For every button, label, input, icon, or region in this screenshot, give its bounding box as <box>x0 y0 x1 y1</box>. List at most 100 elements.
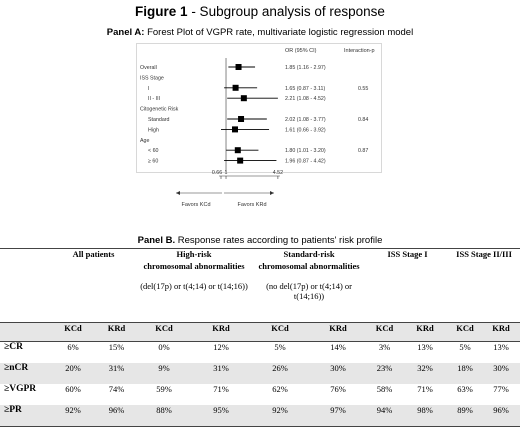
group-title: All patients <box>72 249 115 259</box>
group-title: High-risk <box>176 249 212 259</box>
arm-header-kcd: KCd <box>50 322 96 342</box>
forest-row-label: Standard <box>148 117 170 123</box>
forest-or-text: 1.96 (0.87 - 4.42) <box>285 159 326 165</box>
table-cell: 96% <box>96 405 138 427</box>
forest-or-text: 2.21 (1.08 - 4.52) <box>285 96 326 102</box>
group-header-all-patients: All patients <box>50 248 138 323</box>
arm-header-kcd: KCd <box>367 322 403 342</box>
arm-header-kcd: KCd <box>448 322 483 342</box>
forest-point-marker <box>232 126 239 133</box>
group-note: (del(17p) or t(4;14) or t(14;16)) <box>140 281 248 291</box>
favors-kcd-arrowhead <box>176 191 180 195</box>
panel-b-title-rest: Response rates according to patients' ri… <box>175 235 383 246</box>
forest-point-marker <box>237 157 244 164</box>
table-cell: 96% <box>482 405 520 427</box>
forest-point-marker <box>235 64 242 70</box>
forest-axis-tick-label: 4.52 <box>273 170 283 176</box>
arm-header-kcd: KCd <box>137 322 192 342</box>
table-cell: 12% <box>213 342 229 352</box>
group-title: ISS Stage I <box>387 249 428 259</box>
group-header-standard-risk: Standard-risk chromosomal abnormalities (n… <box>251 248 368 323</box>
forest-or-text: 2.02 (1.08 - 3.77) <box>285 117 326 123</box>
forest-row-label: ISS Stage <box>140 75 164 81</box>
row-label: ≥VGPR <box>4 384 37 394</box>
table-cell: 15% <box>108 342 125 352</box>
forest-column-or-header: OR (95% CI) <box>285 48 317 54</box>
group-title: Standard-risk <box>283 249 335 259</box>
arm-header-krd: KRd <box>191 322 252 342</box>
table-cell: 88% <box>137 405 192 427</box>
table-cell: 94% <box>367 405 403 427</box>
forest-plot-frame <box>136 43 382 173</box>
table-cell: 76% <box>330 384 346 394</box>
table-row-cr: ≥CR 6% 15% 0% 12% 5% 14% 3% 13% 5% 13% <box>0 342 520 364</box>
forest-row-label: Overall <box>140 65 157 71</box>
table-cell: 20% <box>50 363 96 384</box>
table-cell: 60% <box>65 384 81 394</box>
figure-title: Figure 1 - Subgroup analysis of response <box>0 4 520 19</box>
response-rates-table: All patients High-risk chromosomal abnorm… <box>0 248 520 427</box>
forest-axis-tick-label: 0.66 <box>212 170 222 176</box>
group-header-high-risk: High-risk chromosomal abnormalities (del(1… <box>137 248 252 323</box>
table-cell: 97% <box>309 405 368 427</box>
forest-row-label: ≥ 60 <box>148 159 158 165</box>
figure-title-rest: - Subgroup analysis of response <box>187 4 385 19</box>
table-cell: 95% <box>191 405 252 427</box>
forest-row-label: II - III <box>148 96 160 102</box>
table-cell: 31% <box>96 363 138 384</box>
table-row-ncr: ≥nCR 20% 31% 9% 31% 26% 30% 23% 32% 18% … <box>0 363 520 384</box>
table-cell: 98% <box>402 405 449 427</box>
table-cell: 30% <box>309 363 368 384</box>
group-header-blank <box>0 248 50 323</box>
table-cell: 32% <box>402 363 449 384</box>
table-cell: 5% <box>274 342 286 352</box>
forest-row-label: < 60 <box>148 148 159 154</box>
table-cell: 62% <box>272 384 288 394</box>
group-note: (no del(17p) or t(4;14) or t(14;16)) <box>266 281 352 301</box>
forest-point-marker <box>234 147 241 154</box>
favors-krd-arrowhead <box>270 191 274 195</box>
forest-interaction-p: 0.87 <box>358 148 368 154</box>
group-subtitle: chromosomal abnormalities <box>258 261 360 271</box>
arm-header-krd: KRd <box>309 322 368 342</box>
table-cell: 71% <box>417 384 433 394</box>
panel-a-title-bold: Panel A: <box>106 27 145 38</box>
group-header-row: All patients High-risk chromosomal abnorm… <box>0 248 520 323</box>
row-label: ≥PR <box>0 405 50 427</box>
table-cell: 31% <box>191 363 252 384</box>
forest-row-label: Age <box>140 138 149 144</box>
table-cell: 14% <box>330 342 346 352</box>
table-cell: 92% <box>251 405 310 427</box>
arm-header-row: KCd KRd KCd KRd KCd KRd KCd KRd KCd KRd <box>0 322 520 342</box>
panel-b-title-bold: Panel B. <box>137 235 176 246</box>
table-cell: 9% <box>137 363 192 384</box>
table-cell: 58% <box>376 384 393 394</box>
forest-interaction-p: 0.84 <box>358 117 368 123</box>
forest-plot: OR (95% CI) Interaction-p Overall 1.85 (1… <box>140 48 375 208</box>
arm-header-blank <box>0 322 50 342</box>
table-cell: 59% <box>156 384 172 394</box>
forest-row-label: Citogenetic Risk <box>140 107 179 113</box>
table-cell: 77% <box>493 384 509 394</box>
table-cell: 6% <box>67 342 79 352</box>
forest-point-marker <box>238 116 245 122</box>
forest-point-marker <box>232 84 239 91</box>
forest-or-text: 1.61 (0.66 - 3.92) <box>285 127 326 133</box>
arm-header-krd: KRd <box>482 322 520 342</box>
panel-a-title-rest: Forest Plot of VGPR rate, multivariate l… <box>144 27 414 38</box>
row-label: ≥nCR <box>0 363 50 384</box>
panel-b-title: Panel B. Response rates according to pat… <box>0 235 520 246</box>
table-cell: 74% <box>108 384 125 394</box>
table-cell: 23% <box>367 363 403 384</box>
table-cell: 71% <box>213 384 229 394</box>
panel-a-title: Panel A: Forest Plot of VGPR rate, multi… <box>0 27 520 38</box>
favors-kcd-label: Favors KCd <box>181 202 210 208</box>
row-label: ≥CR <box>4 342 23 352</box>
table-cell: 13% <box>493 342 509 352</box>
forest-axis-tick-label: 1 <box>225 170 228 176</box>
forest-or-text: 1.65 (0.87 - 3.11) <box>285 86 325 92</box>
group-subtitle: chromosomal abnormalities <box>143 261 245 271</box>
forest-or-text: 1.85 (1.16 - 2.97) <box>285 65 326 71</box>
table-row-pr: ≥PR 92% 96% 88% 95% 92% 97% 94% 98% 89% … <box>0 405 520 427</box>
table-cell: 26% <box>251 363 310 384</box>
